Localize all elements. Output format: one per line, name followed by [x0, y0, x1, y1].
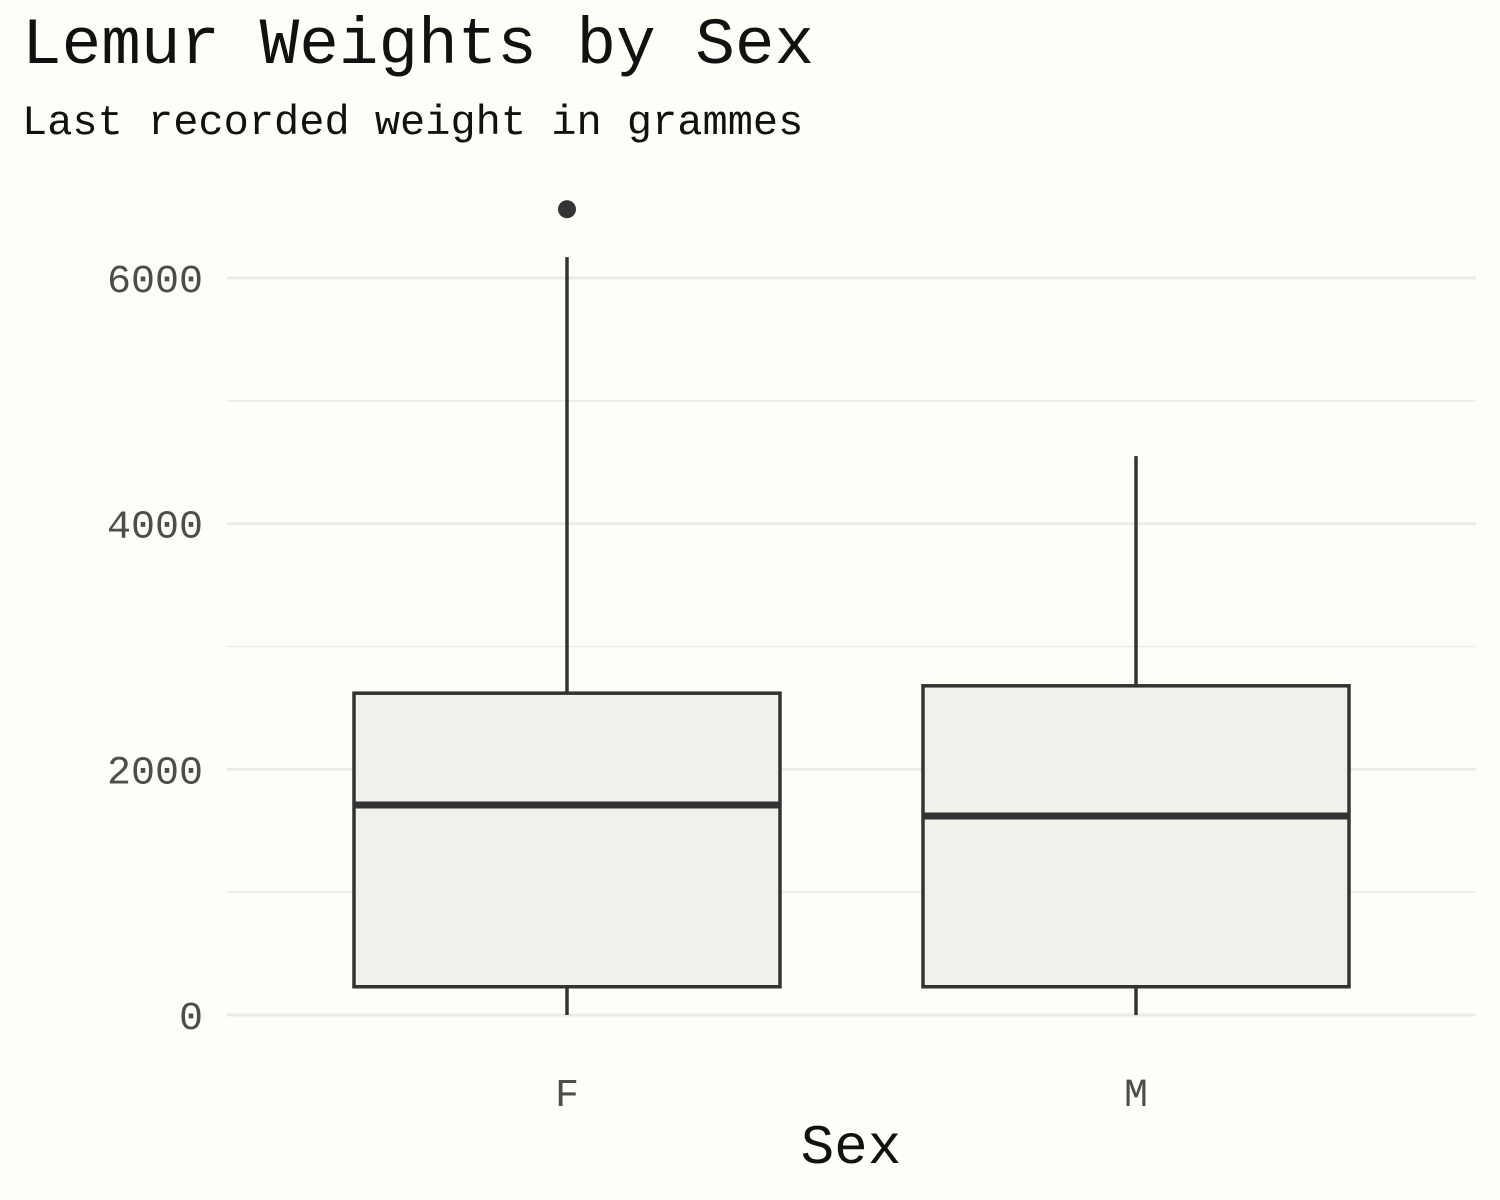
iqr-box [921, 684, 1351, 989]
chart-title: Lemur Weights by Sex [22, 8, 815, 83]
y-axis-ticks: 0 2000 4000 6000 [107, 260, 203, 1042]
y-tick-label: 6000 [107, 260, 203, 305]
outlier-point [558, 200, 576, 219]
x-tick-label: M [1124, 1074, 1148, 1119]
iqr-box [352, 691, 782, 989]
x-tick-label: F [555, 1074, 579, 1119]
chart-subtitle: Last recorded weight in grammes [22, 99, 804, 147]
y-tick-label: 0 [179, 997, 203, 1042]
box-f [352, 200, 782, 1015]
box-series [352, 200, 1351, 1015]
y-tick-label: 2000 [107, 751, 203, 796]
x-axis-title: Sex [801, 1116, 902, 1180]
y-tick-label: 4000 [107, 506, 203, 551]
box-m [921, 456, 1351, 1015]
